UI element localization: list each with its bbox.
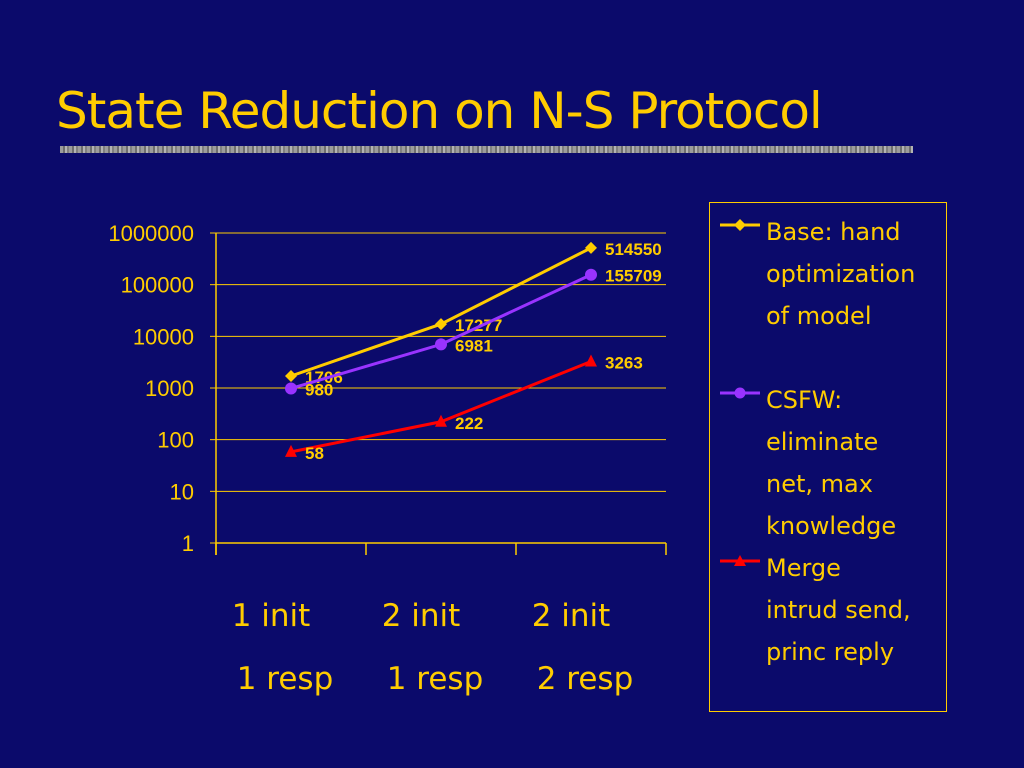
- legend-label-csfw: CSFW: eliminate net, max knowledge: [766, 386, 897, 540]
- legend-label-base: Base: hand optimization of model: [766, 218, 916, 330]
- x-category-sublabel: 1 resp: [237, 661, 334, 697]
- legend-marker-merge: [720, 555, 760, 566]
- y-tick-label: 1000000: [108, 221, 194, 246]
- data-point-marker: [285, 444, 297, 457]
- x-category-sublabel: 1 resp: [387, 661, 484, 697]
- legend-label-merge: Merge intrud send, princ reply: [766, 554, 911, 666]
- y-tick-label: 10: [170, 479, 194, 504]
- slide-title: State Reduction on N-S Protocol: [56, 82, 823, 140]
- data-label: 3263: [605, 353, 643, 372]
- data-point-marker: [585, 241, 597, 254]
- data-point-marker: [585, 354, 597, 367]
- data-point-marker: [435, 414, 447, 427]
- data-label: 980: [305, 380, 333, 399]
- x-category-label: 2 init: [532, 598, 611, 634]
- x-category-label: 1 init: [232, 598, 311, 634]
- data-point-marker: [285, 370, 297, 383]
- data-label: 155709: [605, 267, 662, 286]
- series-line-1: [290, 246, 592, 378]
- y-tick-label: 100000: [121, 273, 194, 298]
- data-point-marker: [435, 318, 447, 331]
- legend-marker-csfw: [720, 387, 760, 399]
- data-point-marker: [285, 382, 297, 395]
- data-point-marker: [435, 338, 447, 351]
- y-tick-label: 1: [182, 531, 194, 556]
- x-category-sublabel: 2 resp: [537, 661, 634, 697]
- y-tick-label: 1000: [145, 376, 194, 401]
- data-label: 222: [455, 414, 483, 433]
- data-label: 58: [305, 444, 324, 463]
- data-label: 6981: [455, 336, 493, 355]
- chart-legend: Base: hand optimization of model CSFW: e…: [709, 202, 947, 712]
- title-divider: [60, 146, 913, 153]
- x-category-label: 2 init: [382, 598, 461, 634]
- y-tick-label: 100: [157, 428, 194, 453]
- data-label: 514550: [605, 240, 662, 259]
- legend-marker-base: [720, 219, 760, 231]
- y-tick-label: 10000: [133, 324, 194, 349]
- data-point-marker: [585, 268, 597, 281]
